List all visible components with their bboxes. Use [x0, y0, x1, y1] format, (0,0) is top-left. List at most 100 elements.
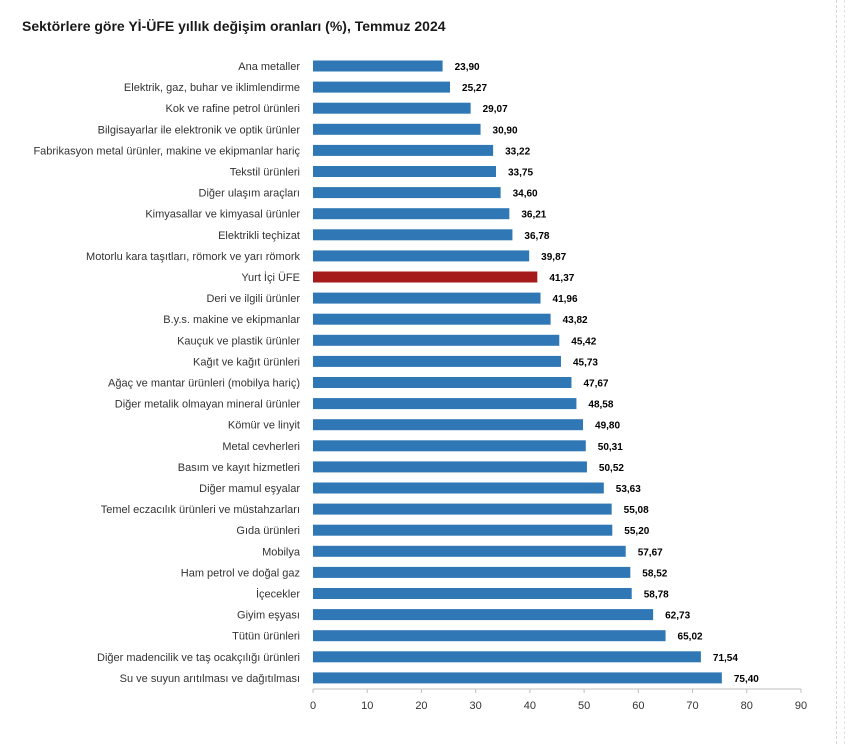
category-label: Su ve suyun arıtılması ve dağıtılması [120, 673, 300, 685]
value-label: 57,67 [638, 547, 663, 558]
x-tick-label: 30 [470, 700, 482, 712]
x-tick-label: 50 [578, 700, 590, 712]
bar [313, 187, 501, 199]
bar [313, 355, 561, 367]
bar [313, 440, 586, 452]
value-label: 41,37 [549, 273, 574, 284]
value-label: 50,52 [599, 463, 624, 474]
category-label: Fabrikasyon metal ürünler, makine ve eki… [33, 145, 300, 157]
value-label: 33,22 [505, 146, 530, 157]
value-label: 29,07 [483, 104, 508, 115]
bar [313, 419, 584, 431]
value-label: 62,73 [665, 611, 690, 622]
value-label: 55,08 [624, 505, 649, 516]
bar [313, 503, 612, 515]
category-label: Tekstil ürünleri [230, 167, 300, 179]
bar [313, 229, 513, 241]
category-label: Kağıt ve kağıt ürünleri [193, 356, 300, 368]
bar [313, 313, 551, 325]
chart-title: Sektörlere göre Yİ-ÜFE yıllık değişim or… [22, 18, 446, 34]
value-label: 48,58 [588, 400, 613, 411]
category-label: Yurt İçi ÜFE [241, 271, 300, 284]
category-label: Elektrikli teçhizat [218, 230, 300, 242]
value-label: 45,73 [573, 357, 598, 368]
bar [313, 545, 626, 557]
bar [313, 672, 722, 684]
value-label: 36,21 [521, 210, 546, 221]
bar [313, 334, 560, 346]
bar [313, 250, 530, 262]
value-label: 45,42 [571, 336, 596, 347]
category-label: Kimyasallar ve kimyasal ürünler [145, 209, 300, 221]
bar [313, 588, 632, 599]
x-tick-label: 70 [686, 700, 698, 712]
value-label: 71,54 [713, 653, 738, 664]
bar [313, 60, 443, 72]
bar [313, 566, 631, 578]
value-label: 25,27 [462, 83, 487, 94]
value-label: 58,78 [644, 590, 669, 601]
x-tick-label: 80 [741, 700, 753, 712]
value-label: 55,20 [624, 526, 649, 537]
bar [313, 208, 510, 220]
category-label: Ağaç ve mantar ürünleri (mobilya hariç) [108, 378, 300, 390]
bar [313, 461, 587, 473]
bar [313, 377, 572, 388]
x-tick-label: 90 [795, 700, 807, 712]
bar [313, 630, 666, 642]
x-tick-label: 20 [415, 700, 427, 712]
bar [313, 123, 481, 135]
value-label: 53,63 [616, 484, 641, 495]
value-label: 43,82 [563, 315, 588, 326]
bar [313, 166, 496, 177]
x-tick-label: 60 [632, 700, 644, 712]
page-border [836, 0, 837, 744]
bar [313, 144, 494, 156]
value-label: 58,52 [642, 568, 667, 579]
value-label: 30,90 [493, 125, 518, 136]
category-label: İçecekler [256, 588, 300, 601]
category-label: Gıda ürünleri [236, 525, 300, 537]
bar-highlight [313, 271, 538, 283]
x-tick-label: 0 [310, 700, 316, 712]
category-label: Deri ve ilgili ürünler [206, 293, 300, 305]
value-label: 65,02 [678, 632, 703, 643]
category-label: Temel eczacılık ürünleri ve müstahzarlar… [101, 504, 300, 516]
bar [313, 398, 577, 410]
value-label: 39,87 [541, 252, 566, 263]
category-label: Diğer madencilik ve taş ocakçılığı ürünl… [97, 652, 300, 664]
category-label: Motorlu kara taşıtları, römork ve yarı r… [86, 251, 300, 263]
category-label: Kömür ve linyit [228, 420, 300, 432]
bar [313, 81, 451, 93]
bar [313, 609, 654, 621]
value-label: 49,80 [595, 421, 620, 432]
page-border-outer [844, 0, 845, 744]
x-tick-label: 10 [361, 700, 373, 712]
category-label: Diğer metalik olmayan mineral ürünler [115, 399, 301, 411]
bar [313, 524, 613, 536]
value-label: 47,67 [583, 379, 608, 390]
value-label: 75,40 [734, 674, 759, 685]
category-label: Diğer mamul eşyalar [199, 483, 300, 495]
category-label: Basım ve kayıt hizmetleri [178, 462, 300, 474]
value-label: 41,96 [553, 294, 578, 305]
bar [313, 102, 471, 114]
x-tick-label: 40 [524, 700, 536, 712]
category-label: Kok ve rafine petrol ürünleri [165, 103, 300, 115]
category-label: Ana metaller [238, 61, 300, 73]
category-label: Tütün ürünleri [232, 631, 300, 643]
category-label: Elektrik, gaz, buhar ve iklimlendirme [124, 82, 300, 94]
value-label: 23,90 [455, 62, 480, 73]
category-label: Bilgisayarlar ile elektronik ve optik ür… [98, 124, 301, 136]
category-label: Giyim eşyası [237, 610, 300, 622]
value-label: 50,31 [598, 442, 623, 453]
bar [313, 292, 541, 304]
category-label: Diğer ulaşım araçları [199, 188, 300, 200]
category-label: Kauçuk ve plastik ürünler [177, 335, 300, 347]
value-label: 36,78 [524, 231, 549, 242]
bar [313, 651, 701, 663]
category-label: Mobilya [262, 546, 301, 558]
category-label: Ham petrol ve doğal gaz [181, 567, 300, 579]
category-label: Metal cevherleri [222, 441, 300, 453]
